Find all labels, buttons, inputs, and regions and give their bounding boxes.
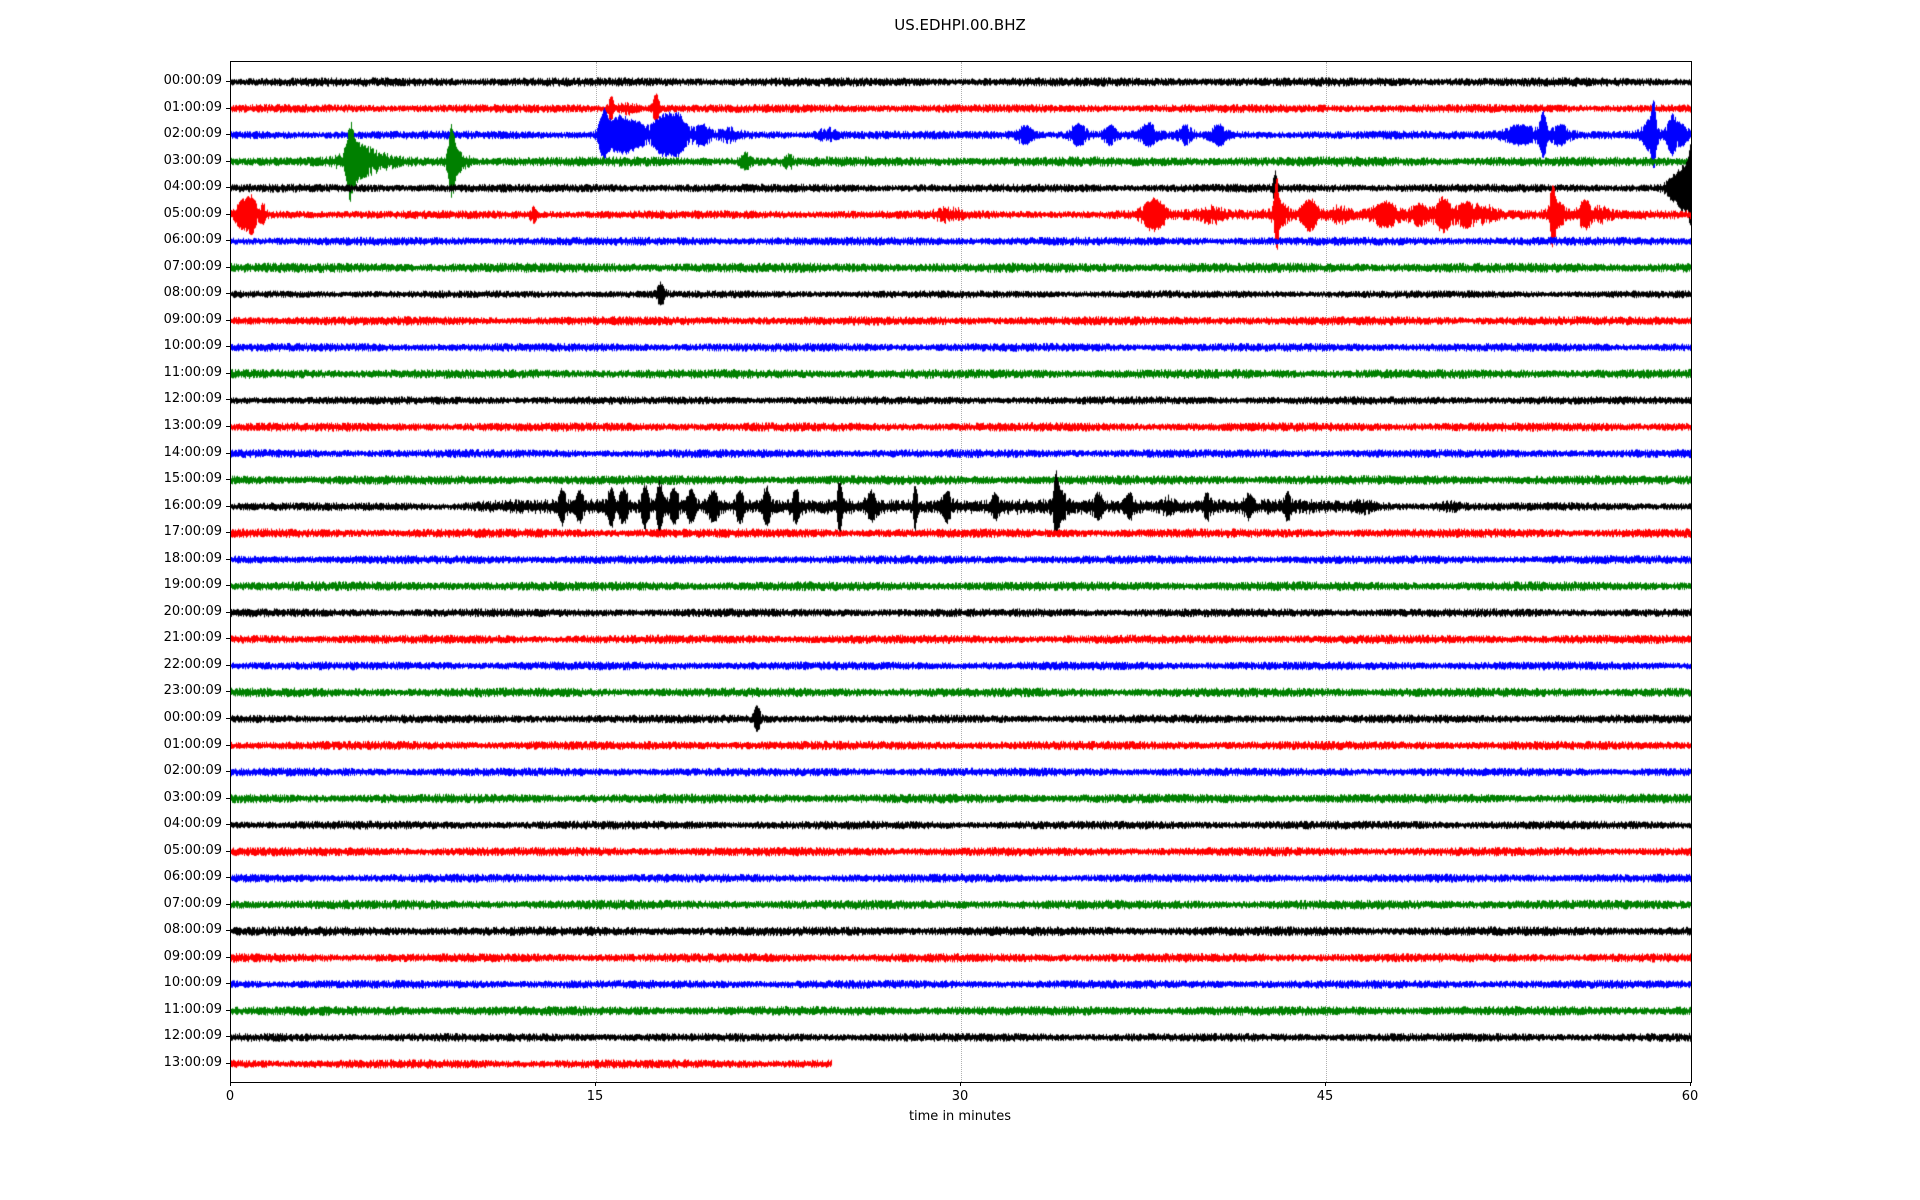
y-tick-label: 02:00:09 [163, 763, 222, 779]
y-tick-label: 07:00:09 [163, 895, 222, 911]
y-tick-mark [226, 877, 230, 878]
y-tick-label: 22:00:09 [163, 656, 222, 672]
y-tick-label: 21:00:09 [163, 630, 222, 646]
y-tick-label: 07:00:09 [163, 258, 222, 274]
x-tick-label: 60 [1681, 1089, 1699, 1104]
x-tick-mark [960, 1082, 961, 1086]
y-tick-mark [226, 957, 230, 958]
y-tick-label: 06:00:09 [163, 869, 222, 885]
y-tick-label: 23:00:09 [163, 683, 222, 699]
y-tick-label: 01:00:09 [163, 736, 222, 752]
y-tick-mark [226, 585, 230, 586]
y-tick-label: 08:00:09 [163, 285, 222, 301]
y-tick-mark [226, 745, 230, 746]
y-tick-mark [226, 691, 230, 692]
y-tick-label: 10:00:09 [163, 975, 222, 991]
x-tick-mark [595, 1082, 596, 1086]
y-tick-label: 04:00:09 [163, 179, 222, 195]
y-tick-label: 09:00:09 [163, 311, 222, 327]
y-tick-mark [226, 665, 230, 666]
y-tick-mark [226, 983, 230, 984]
y-tick-label: 14:00:09 [163, 444, 222, 460]
y-tick-mark [226, 824, 230, 825]
y-tick-label: 00:00:09 [163, 73, 222, 88]
x-axis-label: time in minutes [908, 1109, 1012, 1124]
y-tick-label: 19:00:09 [163, 577, 222, 593]
y-tick-label: 11:00:09 [163, 364, 222, 380]
y-tick-label: 12:00:09 [163, 391, 222, 407]
y-tick-mark [226, 187, 230, 188]
y-tick-mark [226, 267, 230, 268]
y-tick-label: 13:00:09 [163, 1054, 222, 1070]
y-tick-mark [226, 479, 230, 480]
y-tick-mark [226, 1036, 230, 1037]
y-tick-label: 15:00:09 [163, 471, 222, 487]
plot-area [230, 61, 1692, 1083]
y-tick-mark [226, 930, 230, 931]
y-tick-label: 06:00:09 [163, 232, 222, 248]
x-tick-mark [1690, 1082, 1691, 1086]
y-tick-mark [226, 559, 230, 560]
chart-title: US.EDHPI.00.BHZ [894, 16, 1026, 34]
y-tick-label: 05:00:09 [163, 205, 222, 221]
x-tick-label: 45 [1316, 1089, 1334, 1104]
y-tick-mark [226, 532, 230, 533]
y-tick-mark [226, 134, 230, 135]
y-tick-label: 05:00:09 [163, 842, 222, 858]
y-tick-mark [226, 426, 230, 427]
x-tick-label: 0 [225, 1089, 235, 1104]
y-tick-label: 13:00:09 [163, 418, 222, 434]
y-tick-mark [226, 373, 230, 374]
y-tick-mark [226, 214, 230, 215]
y-tick-mark [226, 161, 230, 162]
y-tick-label: 09:00:09 [163, 948, 222, 964]
y-tick-label: 03:00:09 [163, 152, 222, 168]
y-tick-mark [226, 638, 230, 639]
x-tick-mark [230, 1082, 231, 1086]
y-tick-mark [226, 108, 230, 109]
y-tick-label: 02:00:09 [163, 126, 222, 142]
y-tick-mark [226, 240, 230, 241]
y-tick-label: 08:00:09 [163, 922, 222, 938]
y-tick-label: 03:00:09 [163, 789, 222, 805]
y-tick-label: 00:00:09 [163, 709, 222, 725]
y-tick-mark [226, 346, 230, 347]
y-tick-mark [226, 1010, 230, 1011]
y-tick-label: 12:00:09 [163, 1028, 222, 1044]
y-tick-mark [226, 1063, 230, 1064]
y-tick-label: 10:00:09 [163, 338, 222, 354]
x-tick-label: 30 [951, 1089, 969, 1104]
y-tick-mark [226, 293, 230, 294]
y-tick-label: 18:00:09 [163, 550, 222, 566]
y-tick-mark [226, 798, 230, 799]
y-tick-label: 04:00:09 [163, 816, 222, 832]
y-tick-mark [226, 81, 230, 82]
y-tick-label: 20:00:09 [163, 603, 222, 619]
y-tick-mark [226, 320, 230, 321]
y-tick-mark [226, 453, 230, 454]
y-tick-mark [226, 718, 230, 719]
y-tick-mark [226, 771, 230, 772]
y-tick-label: 16:00:09 [163, 497, 222, 513]
x-tick-label: 15 [586, 1089, 604, 1104]
y-tick-label: 01:00:09 [163, 99, 222, 115]
y-tick-mark [226, 851, 230, 852]
y-tick-mark [226, 506, 230, 507]
y-tick-label: 11:00:09 [163, 1001, 222, 1017]
y-tick-mark [226, 612, 230, 613]
seismogram-traces-canvas [231, 62, 1691, 1082]
x-tick-mark [1325, 1082, 1326, 1086]
y-tick-mark [226, 904, 230, 905]
y-tick-mark [226, 399, 230, 400]
y-tick-label: 17:00:09 [163, 524, 222, 540]
